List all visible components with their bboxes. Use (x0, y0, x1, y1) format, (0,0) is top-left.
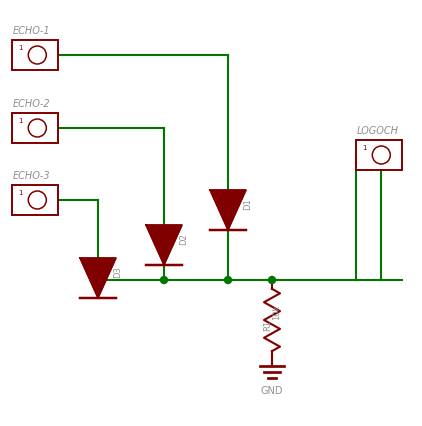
Bar (356, 140, 402, 170)
Text: 1: 1 (362, 145, 367, 151)
Bar (12, 113, 58, 143)
Circle shape (160, 276, 168, 283)
Bar (12, 185, 58, 215)
Circle shape (28, 46, 46, 64)
Text: ECHO-3: ECHO-3 (13, 171, 51, 181)
Text: LOGOCH: LOGOCH (357, 126, 399, 136)
Text: 1: 1 (18, 46, 22, 52)
Text: D1: D1 (243, 198, 252, 210)
Circle shape (225, 276, 232, 283)
Bar (12, 40, 58, 70)
Text: ECHO-1: ECHO-1 (13, 26, 51, 36)
Text: 10k: 10k (273, 305, 281, 320)
Text: R1: R1 (263, 320, 273, 331)
Circle shape (268, 276, 276, 283)
Text: GND: GND (261, 386, 283, 396)
Circle shape (372, 146, 390, 164)
Text: D3: D3 (114, 266, 122, 278)
Circle shape (28, 119, 46, 137)
Text: ECHO-2: ECHO-2 (13, 99, 51, 109)
Text: 1: 1 (18, 118, 22, 124)
Polygon shape (146, 225, 182, 265)
Text: D2: D2 (179, 233, 189, 245)
Text: 1: 1 (18, 190, 22, 196)
Polygon shape (80, 258, 116, 298)
Circle shape (28, 191, 46, 209)
Polygon shape (210, 190, 246, 230)
